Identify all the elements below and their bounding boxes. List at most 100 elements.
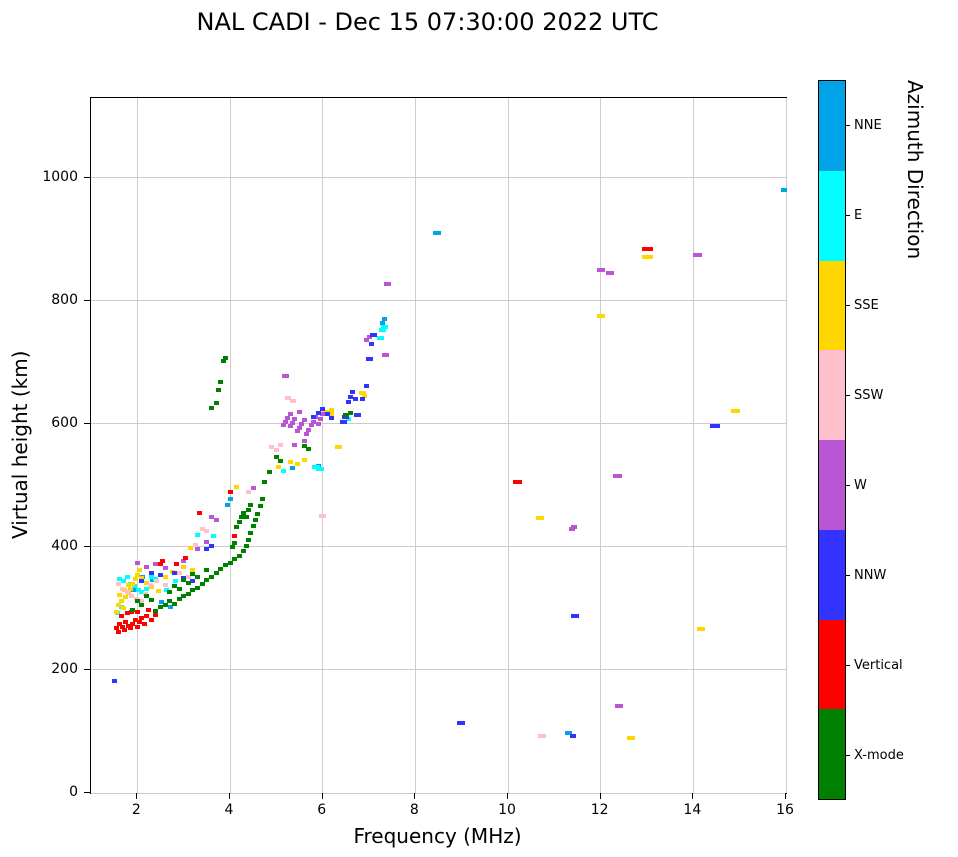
data-point	[162, 583, 168, 588]
gridline-vertical	[692, 98, 694, 793]
data-point	[134, 572, 140, 577]
data-point	[382, 317, 388, 322]
x-tick-label: 4	[224, 802, 234, 818]
x-tickmark	[507, 793, 508, 799]
y-tickmark	[84, 668, 90, 670]
data-point	[225, 503, 231, 508]
data-point	[148, 570, 154, 575]
data-point	[137, 568, 143, 573]
data-point	[243, 543, 249, 548]
data-point	[176, 586, 182, 591]
data-point	[306, 428, 312, 433]
data-point	[158, 573, 163, 578]
data-point	[512, 480, 522, 485]
data-point	[284, 396, 291, 401]
colorbar	[818, 80, 846, 800]
data-point	[171, 601, 177, 606]
data-point	[252, 517, 258, 522]
data-point	[319, 514, 327, 519]
data-point	[123, 595, 129, 600]
colorbar-tick-label: X-mode	[854, 748, 904, 763]
data-point	[126, 583, 132, 588]
data-point	[208, 543, 214, 548]
data-point	[310, 414, 316, 419]
data-point	[345, 417, 351, 422]
data-point	[222, 563, 228, 568]
data-point	[308, 423, 314, 428]
data-point	[185, 580, 191, 585]
data-point	[596, 268, 605, 273]
data-point	[370, 333, 378, 338]
gridline-horizontal	[91, 792, 786, 794]
data-point	[195, 547, 201, 552]
gridline-horizontal	[91, 300, 786, 302]
y-tickmark	[84, 545, 90, 547]
data-point	[241, 548, 247, 553]
data-point	[124, 611, 130, 616]
data-point	[144, 586, 150, 591]
data-point	[227, 489, 233, 494]
data-point	[132, 576, 138, 581]
data-point	[227, 560, 233, 565]
gridline-vertical	[785, 98, 787, 793]
data-point	[294, 429, 300, 434]
colorbar-segment-nnw	[819, 529, 845, 620]
data-point	[269, 445, 275, 450]
data-point	[292, 417, 298, 422]
data-point	[197, 511, 203, 516]
data-point	[144, 564, 150, 569]
data-point	[347, 394, 353, 399]
data-point	[641, 254, 653, 259]
data-point	[146, 607, 152, 612]
data-point	[227, 497, 233, 501]
x-tickmark	[414, 793, 416, 799]
y-tickmark	[84, 422, 90, 424]
y-tick-label: 600	[51, 414, 78, 431]
data-point	[232, 541, 238, 546]
data-point	[596, 313, 605, 318]
data-point	[117, 576, 123, 581]
colorbar-tickmark	[846, 575, 850, 576]
data-point	[154, 579, 160, 584]
x-tick-label: 6	[317, 802, 327, 818]
y-axis-label: Virtual height (km)	[8, 350, 32, 539]
data-point	[364, 383, 370, 388]
data-point	[139, 615, 145, 620]
data-point	[322, 409, 332, 414]
data-point	[359, 397, 365, 402]
data-point	[457, 720, 466, 725]
data-point	[343, 413, 349, 418]
x-tickmark	[785, 793, 786, 799]
data-point	[301, 439, 307, 444]
data-point	[137, 620, 143, 625]
data-point	[538, 733, 547, 738]
data-point	[153, 612, 159, 617]
data-point	[185, 591, 191, 596]
data-point	[176, 570, 182, 575]
data-point	[352, 397, 358, 402]
data-point	[730, 409, 740, 414]
data-point	[162, 565, 168, 570]
data-point	[213, 401, 219, 406]
data-point	[141, 621, 147, 626]
data-point	[316, 467, 325, 472]
data-point	[262, 480, 268, 485]
data-point	[641, 246, 653, 251]
data-point	[329, 408, 335, 413]
data-point	[172, 579, 178, 584]
plot-area	[90, 97, 787, 794]
data-point	[117, 621, 123, 626]
x-tick-label: 2	[131, 802, 141, 818]
data-point	[255, 511, 261, 516]
data-point	[303, 431, 309, 436]
data-point	[693, 252, 703, 257]
x-tick-label: 14	[683, 802, 702, 818]
data-point	[163, 588, 169, 593]
data-point	[116, 629, 122, 634]
data-point	[287, 412, 293, 417]
data-point	[329, 415, 335, 420]
data-point	[144, 594, 150, 599]
y-tickmark	[84, 792, 90, 793]
data-point	[311, 465, 320, 470]
data-point	[155, 589, 161, 594]
